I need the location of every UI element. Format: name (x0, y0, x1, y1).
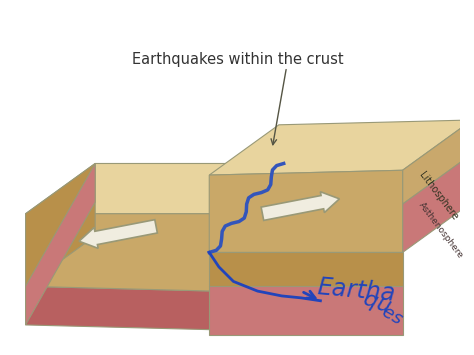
Polygon shape (26, 214, 214, 291)
FancyArrow shape (261, 192, 339, 220)
Text: Lithosphere: Lithosphere (417, 170, 460, 222)
Polygon shape (209, 252, 402, 286)
FancyArrow shape (79, 220, 157, 248)
Polygon shape (209, 120, 472, 175)
Polygon shape (209, 286, 402, 335)
Polygon shape (26, 164, 95, 325)
Polygon shape (26, 164, 283, 214)
Text: Earthquakes within the crust: Earthquakes within the crust (132, 52, 344, 67)
Polygon shape (402, 120, 472, 204)
Text: Asthenosphere: Asthenosphere (417, 200, 465, 260)
Text: $\mathit{qu}$: $\mathit{qu}$ (359, 289, 394, 320)
Polygon shape (26, 286, 214, 330)
Text: $\mathit{es}$: $\mathit{es}$ (378, 302, 407, 329)
Polygon shape (209, 170, 402, 252)
Polygon shape (402, 154, 472, 252)
Polygon shape (26, 164, 95, 286)
Text: $\mathit{Eartha}$: $\mathit{Eartha}$ (316, 276, 396, 306)
